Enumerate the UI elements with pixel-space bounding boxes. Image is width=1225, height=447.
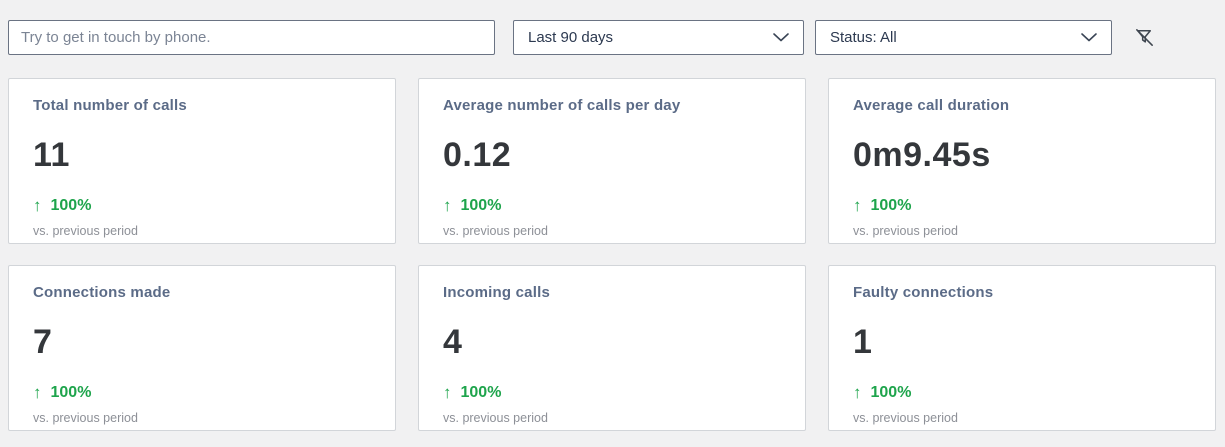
up-arrow-icon: ↑ — [853, 383, 862, 402]
stat-card-title: Incoming calls — [443, 284, 550, 301]
stat-card-delta-value: 100% — [870, 197, 912, 214]
up-arrow-icon: ↑ — [443, 196, 452, 215]
stat-card-avg-call-duration: Average call duration 0m9.45s ↑ 100% vs.… — [828, 78, 1216, 244]
stat-card-title: Average number of calls per day — [443, 97, 681, 114]
stat-card-delta: ↑ 100% — [853, 383, 1191, 403]
stat-card-delta-value: 100% — [460, 384, 502, 401]
stat-card-delta: ↑ 100% — [853, 196, 1191, 216]
stat-card-title: Average call duration — [853, 97, 1010, 114]
chevron-down-icon — [1081, 33, 1097, 42]
stat-card-total-calls: Total number of calls 11 ↑ 100% vs. prev… — [8, 78, 396, 244]
up-arrow-icon: ↑ — [853, 196, 862, 215]
stat-card-title: Total number of calls — [33, 97, 187, 114]
date-range-value: Last 90 days — [528, 29, 614, 46]
stat-card-delta-value: 100% — [460, 197, 502, 214]
stat-card-delta-value: 100% — [870, 384, 912, 401]
stat-card-title: Faulty connections — [853, 284, 994, 301]
clear-filters-button[interactable] — [1129, 23, 1159, 53]
stat-card-incoming-calls: Incoming calls 4 ↑ 100% vs. previous per… — [418, 265, 806, 431]
stat-card-connections-made: Connections made 7 ↑ 100% vs. previous p… — [8, 265, 396, 431]
stat-card-value: 0.12 — [443, 136, 512, 174]
date-range-select[interactable]: Last 90 days — [513, 20, 804, 55]
stat-card-value: 4 — [443, 323, 463, 361]
stat-card-caption: vs. previous period — [33, 411, 138, 425]
filters-toolbar: Last 90 days Status: All — [0, 0, 1225, 55]
stats-grid: Total number of calls 11 ↑ 100% vs. prev… — [0, 55, 1225, 431]
stat-card-delta: ↑ 100% — [443, 196, 781, 216]
stat-card-caption: vs. previous period — [443, 224, 548, 238]
stat-card-value: 7 — [33, 323, 53, 361]
stat-card-delta: ↑ 100% — [443, 383, 781, 403]
stat-card-value: 0m9.45s — [853, 136, 991, 174]
phone-search-input[interactable] — [8, 20, 495, 55]
up-arrow-icon: ↑ — [443, 383, 452, 402]
filter-off-icon — [1135, 29, 1153, 46]
stat-card-delta: ↑ 100% — [33, 196, 371, 216]
stat-card-caption: vs. previous period — [853, 411, 958, 425]
stat-card-value: 1 — [853, 323, 873, 361]
stat-card-caption: vs. previous period — [853, 224, 958, 238]
stat-card-title: Connections made — [33, 284, 171, 301]
status-value: Status: All — [830, 29, 897, 46]
up-arrow-icon: ↑ — [33, 383, 42, 402]
stat-card-delta: ↑ 100% — [33, 383, 371, 403]
up-arrow-icon: ↑ — [33, 196, 42, 215]
stat-card-delta-value: 100% — [50, 384, 92, 401]
stat-card-delta-value: 100% — [50, 197, 92, 214]
chevron-down-icon — [773, 33, 789, 42]
status-select[interactable]: Status: All — [815, 20, 1112, 55]
stat-card-caption: vs. previous period — [443, 411, 548, 425]
stat-card-avg-calls-per-day: Average number of calls per day 0.12 ↑ 1… — [418, 78, 806, 244]
stat-card-faulty-connections: Faulty connections 1 ↑ 100% vs. previous… — [828, 265, 1216, 431]
stat-card-value: 11 — [33, 136, 70, 174]
stat-card-caption: vs. previous period — [33, 224, 138, 238]
